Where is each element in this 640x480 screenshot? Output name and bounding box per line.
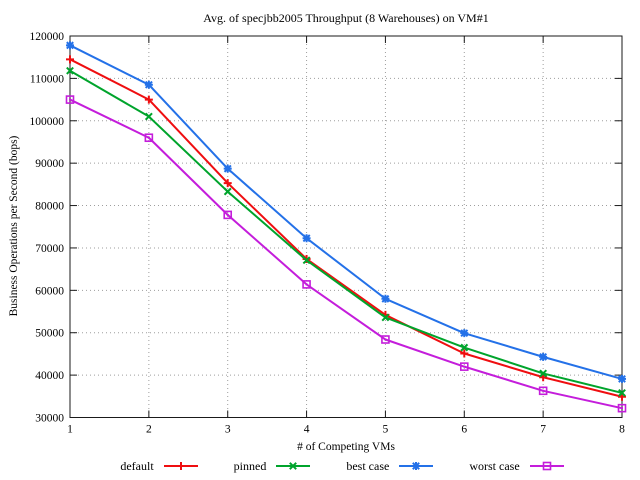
marker-square-dot	[621, 407, 623, 410]
y-tick-label: 70000	[35, 243, 64, 255]
marker-square	[223, 210, 233, 220]
legend-label: default	[120, 458, 154, 473]
marker-square	[381, 335, 390, 344]
legend-label: pinned	[233, 458, 267, 473]
marker-asterisk	[381, 294, 390, 303]
marker-plus	[460, 349, 469, 358]
legend-item-worst-case: worst case	[469, 459, 565, 474]
marker-square-dot	[463, 365, 466, 368]
legend-item-pinned: pinned	[234, 459, 313, 474]
y-tick-label: 80000	[35, 201, 64, 213]
marker-cross	[539, 369, 548, 378]
marker-square-dot	[226, 213, 229, 216]
legend: default pinned best case worst case	[0, 457, 640, 475]
marker-square	[65, 95, 75, 104]
x-axis-label: # of Competing VMs	[297, 441, 395, 453]
legend-item-best-case: best case	[346, 459, 435, 474]
x-tick-label: 2	[146, 424, 152, 436]
x-tick-label: 5	[383, 424, 389, 436]
series-line-best-case	[69, 44, 623, 380]
marker-asterisk	[460, 329, 469, 338]
legend-label: best case	[346, 458, 390, 473]
marker-asterisk	[223, 164, 232, 173]
marker-cross	[223, 187, 232, 196]
marker-asterisk	[66, 41, 74, 50]
marker-square	[538, 386, 548, 396]
marker-asterisk	[618, 374, 626, 383]
marker-square-dot	[384, 338, 387, 341]
marker-asterisk	[302, 234, 311, 243]
marker-square	[542, 461, 551, 471]
legend-item-default: default	[120, 459, 199, 474]
series-line-worst-case	[69, 98, 623, 410]
marker-square-dot	[147, 136, 150, 139]
x-tick-label: 7	[540, 424, 546, 436]
x-tick-label: 6	[461, 424, 467, 436]
legend-sample	[399, 462, 434, 470]
series-line-pinned	[69, 69, 623, 394]
marker-square	[459, 362, 469, 371]
legend-label: worst case	[469, 458, 520, 473]
y-tick-label: 40000	[35, 370, 64, 382]
marker-asterisk	[412, 462, 421, 470]
series-line-default	[69, 58, 623, 398]
marker-plus	[176, 462, 185, 470]
marker-cross	[66, 66, 74, 75]
marker-square-dot	[545, 465, 548, 467]
marker-asterisk	[539, 352, 548, 361]
x-tick-label: 3	[225, 424, 231, 436]
y-tick-label: 100000	[30, 116, 65, 128]
marker-cross	[302, 256, 311, 265]
x-tick-label: 4	[304, 424, 310, 436]
legend-sample	[529, 461, 564, 471]
legend-sample	[163, 462, 198, 470]
marker-plus	[223, 179, 232, 188]
marker-cross	[289, 462, 298, 470]
marker-cross	[381, 313, 390, 322]
marker-plus	[66, 55, 74, 64]
y-tick-label: 120000	[30, 31, 65, 43]
marker-cross	[460, 343, 469, 352]
marker-plus	[144, 95, 153, 104]
marker-square-dot	[69, 98, 71, 101]
marker-square	[144, 133, 154, 143]
marker-cross	[144, 112, 153, 121]
x-tick-label: 1	[67, 424, 73, 436]
marker-cross	[618, 389, 626, 397]
marker-square	[617, 403, 627, 413]
y-tick-label: 90000	[35, 158, 64, 170]
marker-square-dot	[542, 389, 545, 392]
y-tick-label: 110000	[30, 73, 64, 85]
legend-sample	[276, 462, 311, 470]
marker-square	[302, 280, 311, 289]
plot-border	[69, 35, 623, 418]
marker-asterisk	[144, 80, 153, 89]
y-tick-label: 30000	[35, 413, 64, 425]
chart-title: Avg. of specjbb2005 Throughput (8 Wareho…	[203, 11, 489, 25]
y-tick-label: 60000	[35, 285, 64, 297]
marker-square-dot	[305, 283, 308, 286]
x-tick-label: 8	[619, 424, 625, 436]
y-tick-label: 50000	[35, 328, 64, 340]
